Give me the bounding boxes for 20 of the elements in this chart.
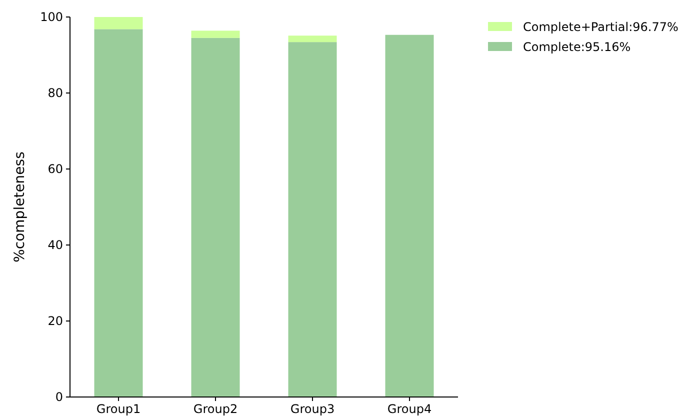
- y-tick-label: 0: [55, 390, 63, 404]
- legend-label: Complete+Partial:96.77%: [523, 20, 678, 34]
- bar: [288, 36, 337, 42]
- y-tick-label: 80: [48, 86, 63, 100]
- bar: [191, 38, 240, 397]
- bar: [94, 17, 143, 30]
- x-tick-label: Group4: [387, 402, 432, 416]
- x-tick-label: Group3: [290, 402, 335, 416]
- y-tick-label: 20: [48, 314, 63, 328]
- x-tick-label: Group1: [96, 402, 141, 416]
- y-tick-label: 60: [48, 162, 63, 176]
- bar: [385, 34, 434, 397]
- bar: [288, 42, 337, 397]
- y-tick-label: 100: [40, 10, 63, 24]
- y-axis-title: %completeness: [12, 152, 28, 262]
- y-tick-label: 40: [48, 238, 63, 252]
- x-tick-label: Group2: [193, 402, 238, 416]
- legend-label: Complete:95.16%: [523, 40, 631, 54]
- bar: [191, 30, 240, 38]
- bar: [94, 29, 143, 397]
